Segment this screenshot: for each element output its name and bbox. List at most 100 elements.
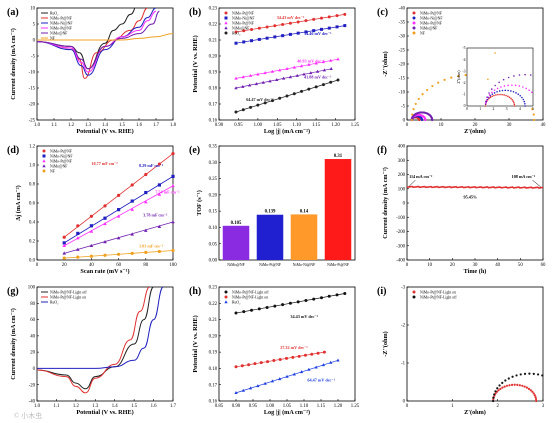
data-point bbox=[273, 35, 277, 39]
data-point bbox=[532, 372, 535, 375]
data-point bbox=[270, 99, 274, 103]
x-axis-label: Z'(ohm) bbox=[464, 409, 486, 416]
panel-label: (a) bbox=[7, 7, 19, 18]
legend-entry: NiMo@NF bbox=[50, 31, 67, 35]
data-point bbox=[527, 387, 531, 390]
slope-label: 27.32 mV dec⁻¹ bbox=[280, 345, 308, 350]
y-tick-label: 0.30 bbox=[209, 161, 218, 166]
data-point bbox=[457, 74, 460, 78]
bar-value-label: 0.139 bbox=[265, 210, 276, 215]
data-point bbox=[278, 357, 282, 361]
legend-entry: RuO₂ bbox=[50, 11, 59, 15]
data-point bbox=[42, 159, 46, 163]
cdl-label: 10.77 mF cm⁻² bbox=[91, 161, 118, 166]
inset-point bbox=[518, 74, 521, 76]
inset-x-tick-label: 1 bbox=[479, 107, 481, 111]
data-point bbox=[534, 396, 537, 399]
data-point bbox=[321, 363, 326, 367]
data-point bbox=[278, 377, 282, 381]
legend-entry: NiMo-Ni@NF bbox=[50, 21, 72, 25]
data-point bbox=[261, 80, 265, 84]
data-point bbox=[285, 67, 289, 70]
bar bbox=[222, 225, 250, 260]
y-tick-label: -25 bbox=[29, 119, 36, 124]
inset-point bbox=[484, 102, 487, 104]
inset-point bbox=[496, 87, 499, 90]
data-point bbox=[103, 221, 107, 226]
inset-point bbox=[507, 84, 509, 87]
data-point bbox=[304, 19, 308, 23]
data-point bbox=[343, 292, 347, 296]
inset-point bbox=[503, 85, 506, 87]
y-tick-label: 0.6 bbox=[29, 202, 36, 207]
y-tick-label: -35 bbox=[399, 21, 406, 26]
x-tick-label: 1.05 bbox=[273, 123, 282, 128]
data-point bbox=[259, 361, 263, 365]
legend-entry: NiMo-Pt@NF bbox=[420, 11, 442, 15]
panel-label: (d) bbox=[7, 145, 19, 156]
y-axis-label: Current density (mA cm⁻²) bbox=[10, 308, 17, 380]
inset-point bbox=[508, 96, 511, 99]
data-point bbox=[248, 73, 253, 77]
y-tick-label: 0.19 bbox=[209, 71, 218, 76]
data-point bbox=[288, 301, 292, 305]
data-point bbox=[281, 76, 286, 80]
plot-frame bbox=[406, 286, 544, 402]
data-point bbox=[312, 297, 316, 301]
slope-label: 64.47 mV dec⁻¹ bbox=[246, 97, 274, 102]
panel-label: (b) bbox=[189, 7, 201, 18]
inset-y-tick-label: -5 bbox=[462, 46, 465, 50]
data-point bbox=[116, 236, 121, 240]
data-point bbox=[241, 84, 245, 88]
x-tick-label: 10 bbox=[439, 123, 444, 128]
data-point bbox=[343, 12, 347, 16]
data-point bbox=[281, 303, 285, 307]
x-tick-label: 1.0 bbox=[34, 123, 41, 128]
inset-point bbox=[494, 52, 496, 54]
data-point bbox=[242, 29, 246, 33]
x-tick-label: 1.2 bbox=[73, 404, 80, 409]
watermark: © 小木虫 bbox=[14, 411, 42, 420]
data-point bbox=[329, 80, 333, 84]
inset-point bbox=[513, 101, 515, 104]
inset-point bbox=[518, 85, 521, 87]
data-point bbox=[307, 87, 311, 91]
data-point bbox=[234, 30, 238, 34]
y-tick-label: 0.8 bbox=[29, 183, 36, 188]
legend-entry: RuO₂ bbox=[232, 31, 241, 35]
data-point bbox=[171, 248, 175, 253]
data-point bbox=[242, 310, 246, 314]
panel-i: 0 1 2 3 0 -1 -2 -3 Z'(ohm) -Z''(ohm) (i) NiMo-Pt@NF… bbox=[377, 286, 545, 416]
data-point bbox=[418, 118, 421, 122]
inset-point bbox=[507, 76, 510, 79]
data-point bbox=[130, 232, 134, 236]
data-point bbox=[130, 207, 134, 211]
x-tick-label: 1.7 bbox=[153, 123, 160, 128]
panel-c: 0 10 20 30 400-5-10-15-20-25-30-35-40Z'(ohm)… bbox=[377, 7, 546, 135]
data-point bbox=[62, 243, 66, 248]
data-point bbox=[171, 152, 175, 156]
data-point bbox=[275, 77, 279, 81]
annotation-retention: 95.45% bbox=[463, 195, 477, 200]
data-point bbox=[505, 384, 509, 387]
inset-point bbox=[495, 94, 497, 96]
data-point bbox=[89, 214, 93, 218]
data-point bbox=[117, 193, 121, 197]
x-tick-label: 0.90 bbox=[232, 404, 241, 409]
legend-entry: NiMo-Pt@NF bbox=[50, 26, 72, 30]
inset-x-tick-label: 0 bbox=[466, 107, 468, 111]
y-tick-label: 0.20 bbox=[209, 193, 218, 198]
bar bbox=[256, 214, 284, 260]
inset-point bbox=[510, 90, 512, 92]
data-point bbox=[319, 16, 323, 20]
data-point bbox=[296, 31, 300, 35]
panel-g: 1.0 1.1 1.2 1.3 1.4 1.5 1.6 1.7 -40 -20 0 20 40 60 80 1… bbox=[7, 286, 177, 416]
inset-point bbox=[490, 88, 493, 90]
inset-y-tick-label: -1 bbox=[462, 93, 465, 97]
data-point bbox=[534, 397, 538, 401]
data-point bbox=[241, 108, 245, 112]
y-tick-label: 0 bbox=[33, 39, 36, 44]
data-point bbox=[521, 384, 524, 387]
data-point bbox=[250, 39, 254, 43]
inset-point bbox=[512, 90, 515, 93]
